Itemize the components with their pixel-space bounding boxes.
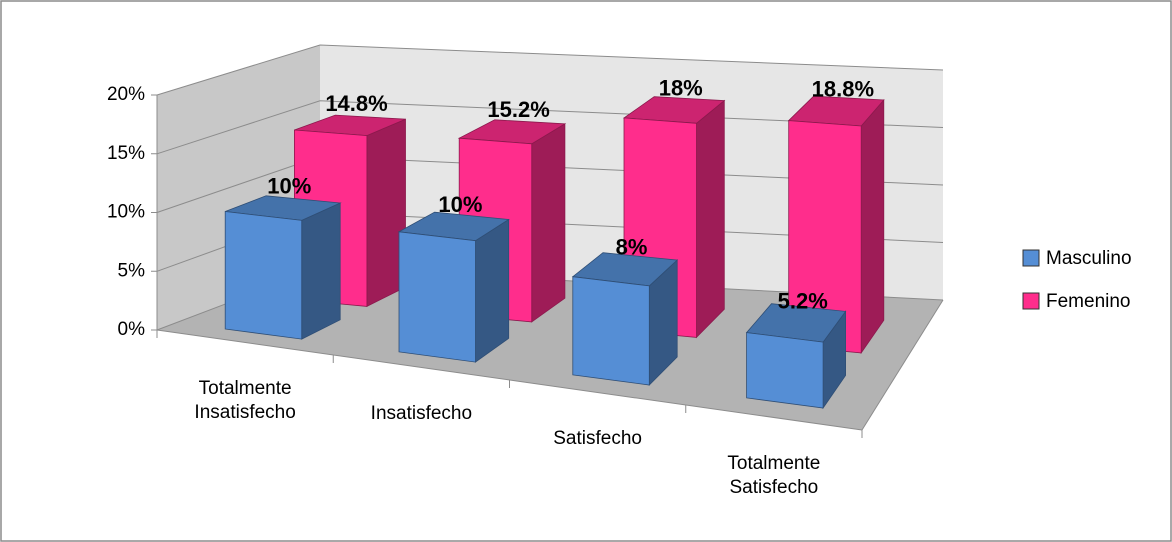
bar-side bbox=[531, 123, 566, 323]
legend-label: Femenino bbox=[1046, 291, 1131, 312]
bar bbox=[397, 211, 510, 363]
x-axis-right bbox=[861, 299, 944, 431]
legend-swatch bbox=[1022, 292, 1040, 310]
bar-side bbox=[475, 218, 510, 363]
value-label: 18.8% bbox=[812, 77, 874, 102]
x-tick-label: Totalmente Insatisfecho bbox=[194, 377, 296, 423]
bar-side bbox=[696, 99, 725, 339]
legend: Masculino Femenino bbox=[1022, 248, 1132, 312]
bar bbox=[224, 195, 342, 340]
bar-front bbox=[224, 211, 303, 340]
y-tick-label: 15% bbox=[107, 143, 145, 164]
bar-front bbox=[398, 231, 476, 363]
y-tick-label: 5% bbox=[118, 260, 146, 281]
value-label: 18% bbox=[659, 75, 703, 100]
x-tick-label: Satisfecho bbox=[553, 427, 642, 449]
value-label: 14.8% bbox=[325, 91, 387, 116]
bar bbox=[787, 95, 885, 355]
value-label: 10% bbox=[267, 174, 311, 199]
grid-line bbox=[156, 100, 944, 155]
x-tick-label: Insatisfecho bbox=[370, 402, 473, 424]
grid-line bbox=[156, 44, 944, 96]
bar-side bbox=[860, 98, 885, 355]
bar-front bbox=[572, 276, 650, 386]
bar-side bbox=[301, 202, 341, 340]
y-tick-label: 20% bbox=[107, 84, 145, 105]
value-label: 5.2% bbox=[778, 288, 828, 313]
value-label: 10% bbox=[438, 192, 482, 217]
legend-label: Masculino bbox=[1046, 248, 1132, 269]
y-tick-label: 10% bbox=[107, 202, 145, 223]
bar-front bbox=[746, 332, 824, 409]
legend-swatch bbox=[1022, 249, 1040, 267]
value-label: 15.2% bbox=[487, 97, 549, 122]
x-tick-label: Totalmente Satisfecho bbox=[727, 452, 821, 498]
y-tick-label: 0% bbox=[118, 319, 146, 340]
value-label: 8% bbox=[616, 235, 648, 260]
bar bbox=[571, 252, 679, 386]
bar bbox=[745, 303, 847, 410]
